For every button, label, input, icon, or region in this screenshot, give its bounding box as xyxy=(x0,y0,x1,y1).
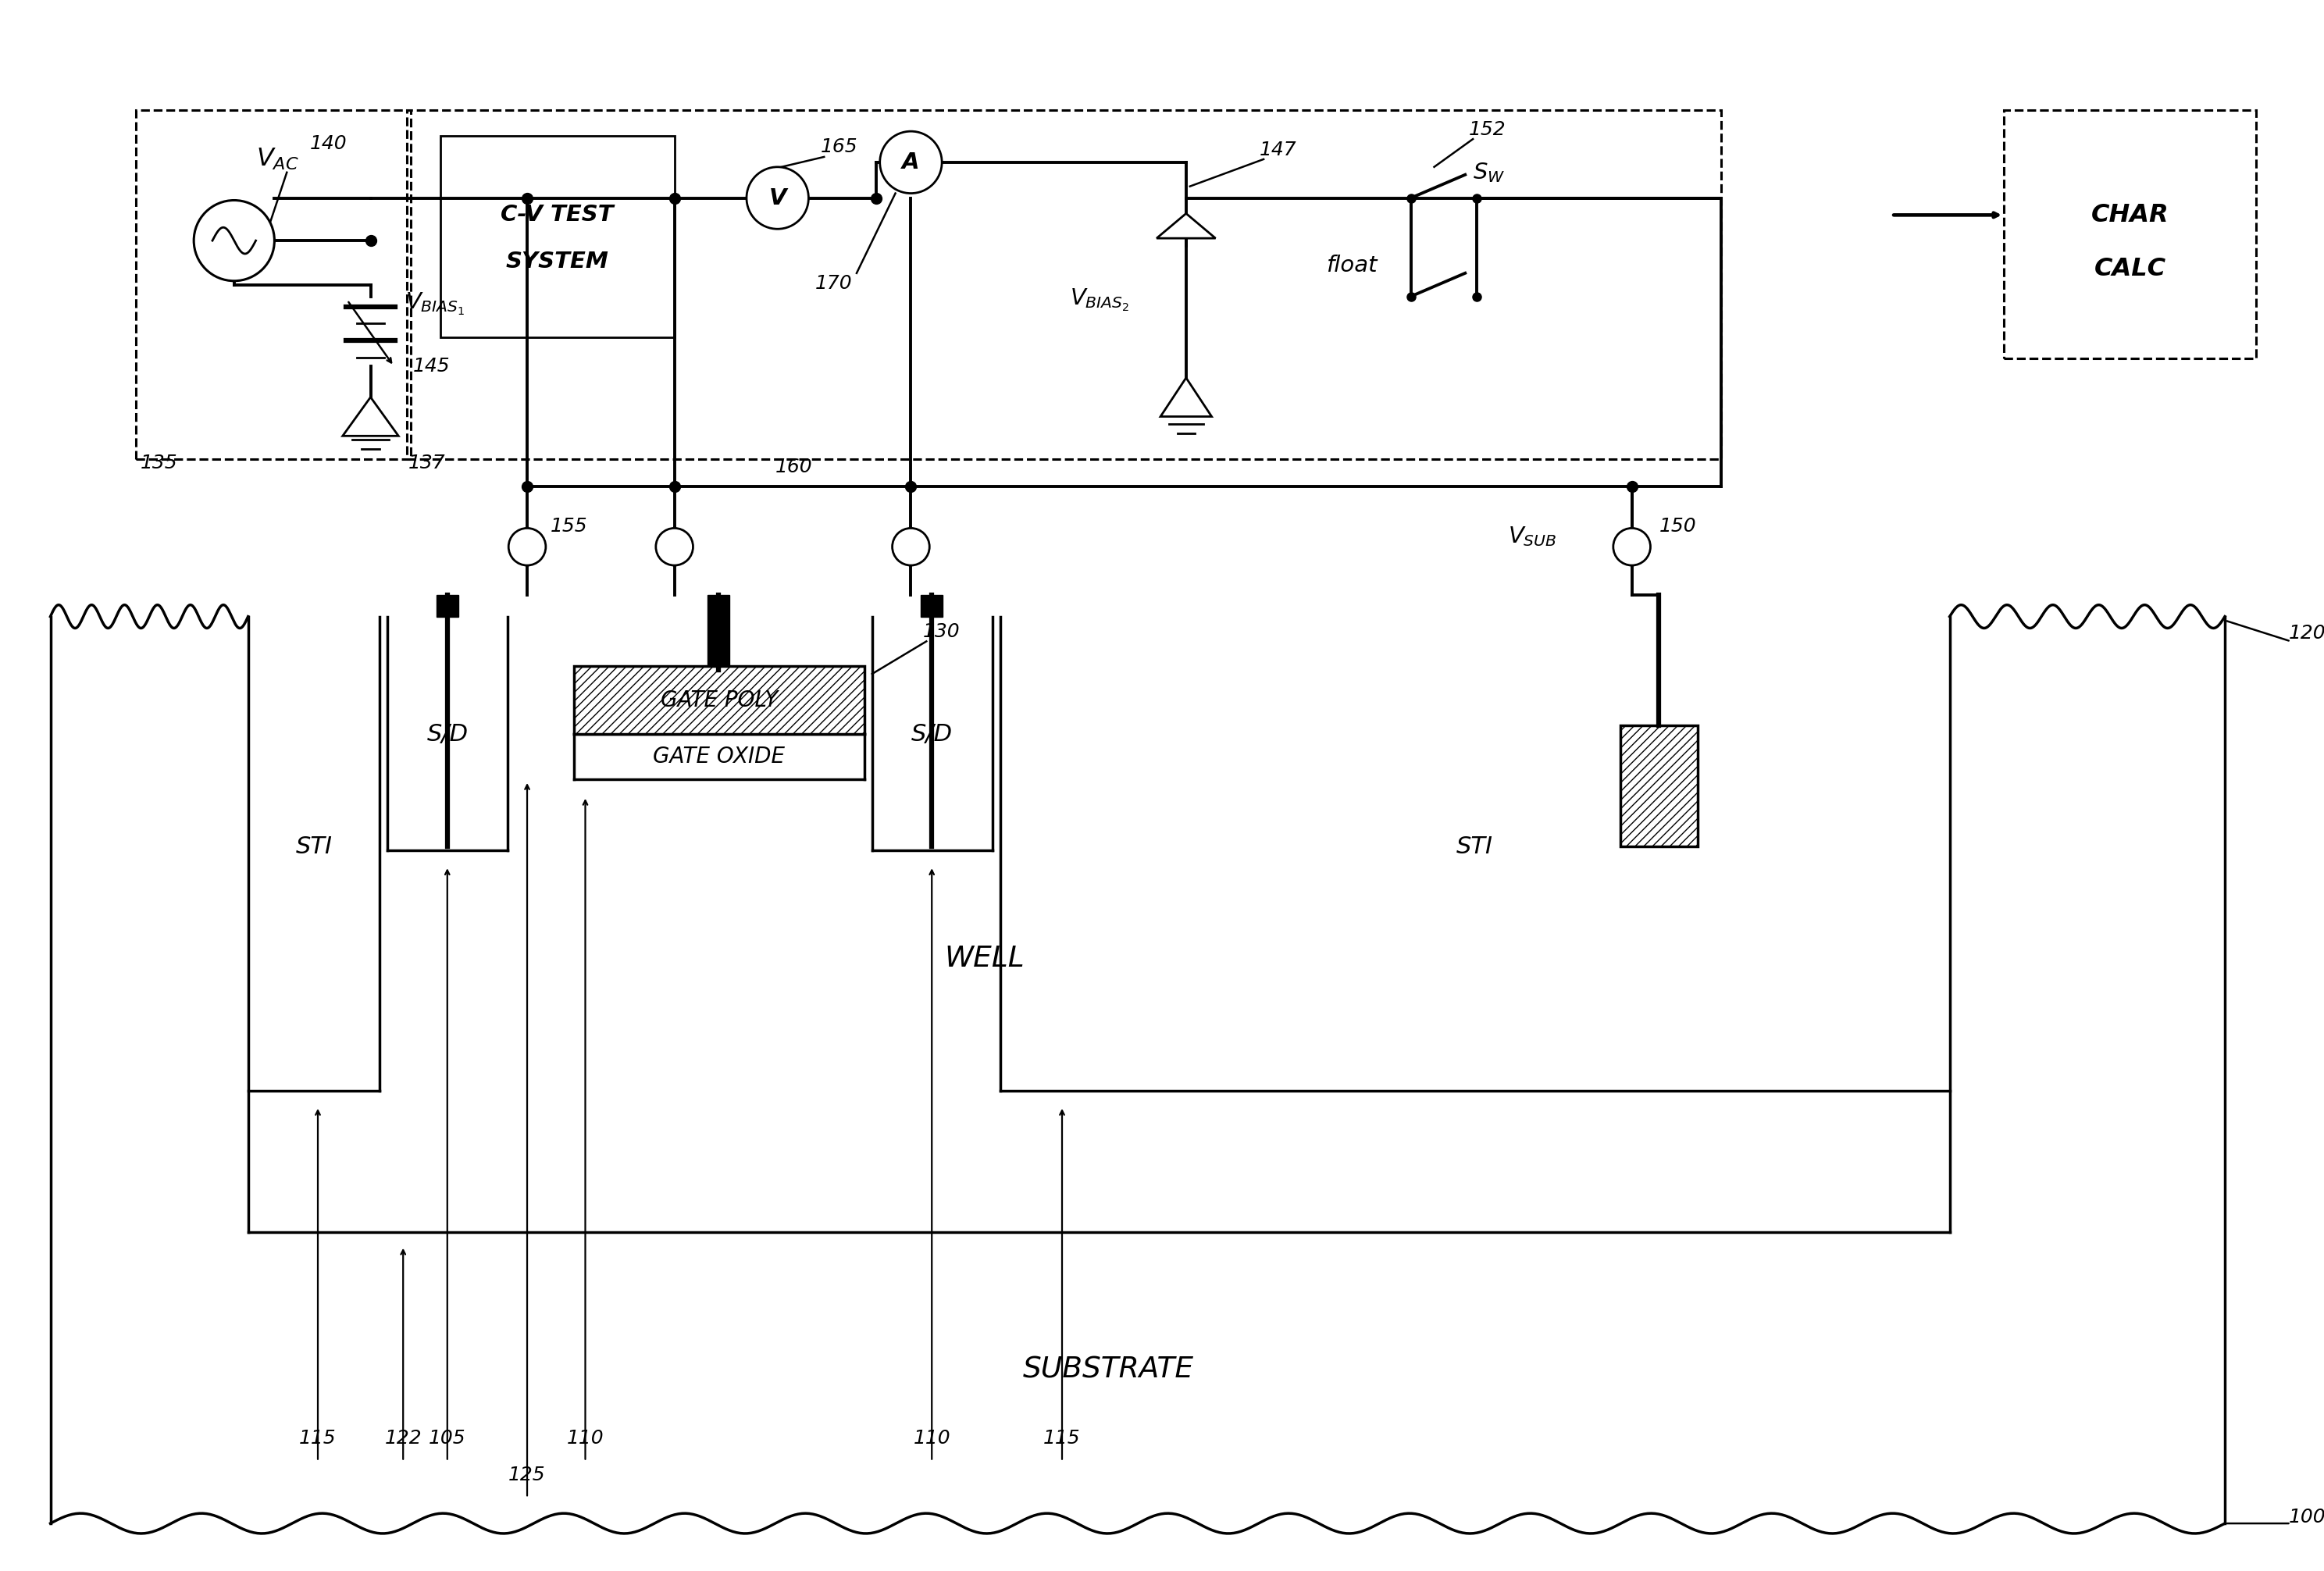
Text: STI: STI xyxy=(1457,836,1494,858)
Text: STI: STI xyxy=(295,836,332,858)
Text: V: V xyxy=(769,187,786,209)
Text: SUBSTRATE: SUBSTRATE xyxy=(1023,1356,1195,1384)
Text: 147: 147 xyxy=(1260,140,1297,159)
Circle shape xyxy=(509,528,546,566)
Text: GATE POLY: GATE POLY xyxy=(660,690,779,712)
Bar xyxy=(574,666,865,734)
Bar xyxy=(920,595,944,616)
Text: 170: 170 xyxy=(816,273,853,292)
Text: C-V TEST: C-V TEST xyxy=(502,204,614,226)
Text: 140: 140 xyxy=(309,135,346,152)
Polygon shape xyxy=(1160,377,1211,416)
Text: $V_{BIAS_2}$: $V_{BIAS_2}$ xyxy=(1069,287,1129,313)
Text: CHAR: CHAR xyxy=(2092,203,2168,228)
Text: 110: 110 xyxy=(913,1428,951,1447)
Bar xyxy=(437,595,458,616)
Circle shape xyxy=(881,132,941,193)
Text: A: A xyxy=(902,151,920,173)
Text: 125: 125 xyxy=(509,1466,546,1485)
Text: S/D: S/D xyxy=(428,723,469,746)
Text: 160: 160 xyxy=(776,457,813,476)
Text: $S_W$: $S_W$ xyxy=(1473,160,1506,184)
Text: 152: 152 xyxy=(1469,121,1506,140)
Bar xyxy=(709,595,730,666)
Text: 155: 155 xyxy=(551,517,588,536)
Text: 137: 137 xyxy=(409,454,446,473)
Text: 110: 110 xyxy=(567,1428,604,1447)
Text: $V_{SUB}$: $V_{SUB}$ xyxy=(1508,525,1557,548)
Text: CALC: CALC xyxy=(2094,258,2166,281)
Text: 130: 130 xyxy=(923,622,960,641)
Circle shape xyxy=(892,528,930,566)
Text: 150: 150 xyxy=(1659,517,1697,536)
Text: 100: 100 xyxy=(2289,1508,2324,1527)
Circle shape xyxy=(1613,528,1650,566)
Text: 165: 165 xyxy=(820,137,858,156)
Text: SYSTEM: SYSTEM xyxy=(507,251,609,272)
Text: 105: 105 xyxy=(428,1428,465,1447)
Text: 120: 120 xyxy=(2289,624,2324,643)
Text: S/D: S/D xyxy=(911,723,953,746)
Text: WELL: WELL xyxy=(944,946,1025,972)
Text: GATE OXIDE: GATE OXIDE xyxy=(653,746,786,768)
Bar xyxy=(439,137,674,338)
Circle shape xyxy=(193,200,274,281)
Polygon shape xyxy=(1157,214,1215,239)
Circle shape xyxy=(746,167,809,229)
Text: float: float xyxy=(1325,255,1376,276)
Polygon shape xyxy=(342,397,397,435)
Bar xyxy=(1620,726,1699,847)
Text: $V_{BIAS_1}$: $V_{BIAS_1}$ xyxy=(404,291,465,317)
Text: 135: 135 xyxy=(139,454,177,473)
Text: $V_{AC}$: $V_{AC}$ xyxy=(256,146,297,171)
Text: 145: 145 xyxy=(414,357,451,375)
Circle shape xyxy=(655,528,693,566)
Text: 115: 115 xyxy=(300,1428,337,1447)
Text: 122: 122 xyxy=(383,1428,421,1447)
Text: 115: 115 xyxy=(1043,1428,1081,1447)
